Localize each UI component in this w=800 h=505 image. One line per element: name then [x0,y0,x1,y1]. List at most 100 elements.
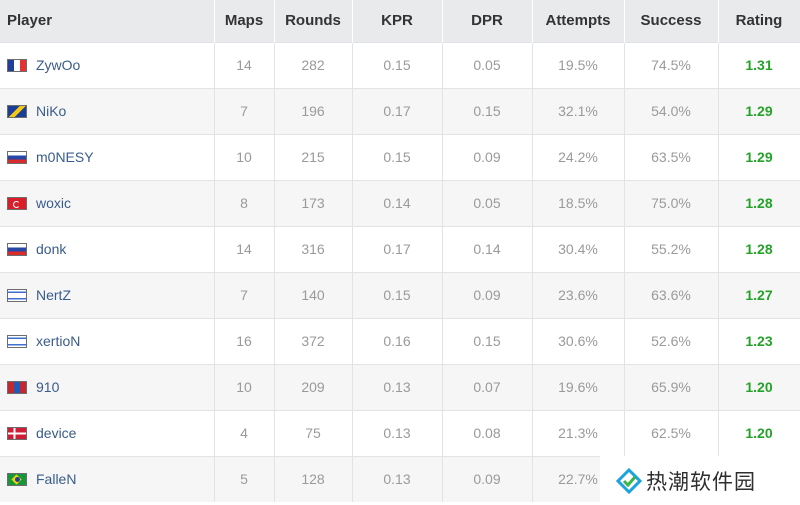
player-link[interactable]: xertioN [36,333,81,349]
maps-cell: 14 [214,41,275,88]
success-cell: 52.6% [624,317,719,364]
rating-cell: 1.29 [718,133,800,180]
kpr-cell: 0.13 [352,455,443,502]
player-cell: FalleN [0,455,215,502]
rounds-cell: 372 [274,317,353,364]
success-cell: 62.5% [624,409,719,456]
player-cell: NertZ [0,271,215,318]
maps-cell: 5 [214,455,275,502]
rounds-cell: 75 [274,409,353,456]
attempts-cell: 23.6% [532,271,625,318]
table-row: ZywOo 14 282 0.15 0.05 19.5% 74.5% 1.31 [0,41,800,88]
flag-fr-icon [7,58,27,72]
kpr-cell: 0.17 [352,225,443,272]
rating-cell: 1.20 [718,409,800,456]
player-link[interactable]: woxic [36,195,72,211]
flag-tr-icon [7,196,27,210]
column-header-rounds[interactable]: Rounds [274,0,353,42]
table-row: xertioN 16 372 0.16 0.15 30.6% 52.6% 1.23 [0,317,800,364]
player-link[interactable]: 910 [36,379,60,395]
player-link[interactable]: FalleN [36,471,77,488]
kpr-cell: 0.15 [352,133,443,180]
rounds-cell: 173 [274,179,353,226]
rating-cell: 1.20 [718,363,800,410]
table-row: donk 14 316 0.17 0.14 30.4% 55.2% 1.28 [0,225,800,272]
table-row: woxic 8 173 0.14 0.05 18.5% 75.0% 1.28 [0,179,800,226]
player-cell: device [0,409,215,456]
success-cell: 55.2% [624,225,719,272]
rating-cell: 1.31 [718,41,800,88]
success-cell: 75.0% [624,179,719,226]
success-cell: 63.6% [624,271,719,318]
dpr-cell: 0.05 [442,179,533,226]
maps-cell: 7 [214,271,275,318]
player-link[interactable]: donk [36,241,67,257]
maps-cell: 10 [214,133,275,180]
player-link[interactable]: NiKo [36,103,67,119]
dpr-cell: 0.09 [442,133,533,180]
maps-cell: 14 [214,225,275,272]
player-link[interactable]: ZywOo [36,57,81,73]
maps-cell: 16 [214,317,275,364]
column-header-rating[interactable]: Rating [718,0,800,42]
dpr-cell: 0.15 [442,317,533,364]
player-link[interactable]: m0NESY [36,149,94,165]
rounds-cell: 209 [274,363,353,410]
column-header-kpr[interactable]: KPR [352,0,443,42]
flag-ru-icon [7,150,27,164]
attempts-cell: 21.3% [532,409,625,456]
rating-cell: 1.28 [718,225,800,272]
success-cell: 54.0% [624,87,719,134]
rounds-cell: 196 [274,87,353,134]
watermark-text: 热潮软件园 [646,469,756,494]
table-row: device 4 75 0.13 0.08 21.3% 62.5% 1.20 [0,409,800,456]
dpr-cell: 0.09 [442,271,533,318]
success-cell: 65.9% [624,363,719,410]
kpr-cell: 0.17 [352,87,443,134]
column-header-player[interactable]: Player [0,0,215,42]
attempts-cell: 30.6% [532,317,625,364]
rounds-cell: 140 [274,271,353,318]
rating-cell: 1.23 [718,317,800,364]
dpr-cell: 0.08 [442,409,533,456]
table-row: 910 10 209 0.13 0.07 19.6% 65.9% 1.20 [0,363,800,410]
dpr-cell: 0.05 [442,41,533,88]
flag-br-icon [7,472,27,486]
player-cell: NiKo [0,87,215,134]
column-header-success[interactable]: Success [624,0,719,42]
flag-mn-icon [7,380,27,394]
kpr-cell: 0.15 [352,271,443,318]
column-header-attempts[interactable]: Attempts [532,0,625,42]
dpr-cell: 0.09 [442,455,533,502]
column-header-maps[interactable]: Maps [214,0,275,42]
table-row: m0NESY 10 215 0.15 0.09 24.2% 63.5% 1.29 [0,133,800,180]
attempts-cell: 18.5% [532,179,625,226]
column-header-dpr[interactable]: DPR [442,0,533,42]
kpr-cell: 0.14 [352,179,443,226]
header-row: Player Maps Rounds KPR DPR Attempts Succ… [0,0,800,42]
kpr-cell: 0.13 [352,409,443,456]
rating-cell: 1.27 [718,271,800,318]
player-cell: ZywOo [0,41,215,88]
flag-il-icon [7,288,27,302]
success-cell: 63.5% [624,133,719,180]
kpr-cell: 0.16 [352,317,443,364]
rounds-cell: 282 [274,41,353,88]
watermark: 热潮软件园 [600,456,800,505]
maps-cell: 10 [214,363,275,410]
kpr-cell: 0.13 [352,363,443,410]
attempts-cell: 32.1% [532,87,625,134]
player-cell: woxic [0,179,215,226]
attempts-cell: 19.5% [532,41,625,88]
rating-cell: 1.29 [718,87,800,134]
flag-dk-icon [7,426,27,440]
player-link[interactable]: device [36,425,77,441]
maps-cell: 7 [214,87,275,134]
kpr-cell: 0.15 [352,41,443,88]
player-link[interactable]: NertZ [36,287,71,303]
flag-ba-icon [7,104,27,118]
dpr-cell: 0.07 [442,363,533,410]
maps-cell: 8 [214,179,275,226]
dpr-cell: 0.14 [442,225,533,272]
